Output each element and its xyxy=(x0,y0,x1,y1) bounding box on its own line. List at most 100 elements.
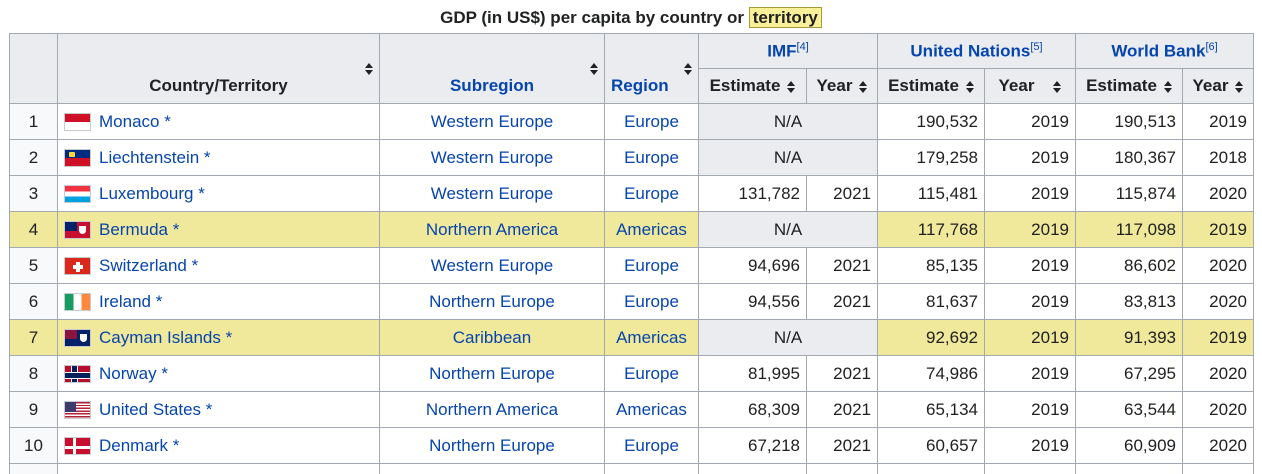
empty-cell xyxy=(605,464,699,474)
subregion-link[interactable]: Western Europe xyxy=(431,256,554,275)
wb-year-header[interactable]: Year xyxy=(1183,69,1254,104)
region-link[interactable]: Europe xyxy=(624,364,679,383)
wb-estimate-header[interactable]: Estimate xyxy=(1076,69,1183,104)
country-star-note[interactable]: * xyxy=(226,328,233,347)
wb-ref-link[interactable]: [6] xyxy=(1205,41,1217,53)
un-estimate-cell: 115,481 xyxy=(878,176,985,212)
rank-header xyxy=(10,34,58,104)
subregion-cell: Western Europe xyxy=(380,248,605,284)
country-star-note[interactable]: * xyxy=(173,220,180,239)
region-link[interactable]: Europe xyxy=(624,256,679,275)
subregion-link[interactable]: Western Europe xyxy=(431,184,554,203)
sort-updown-icon[interactable] xyxy=(683,63,692,75)
country-link[interactable]: Luxembourg xyxy=(99,184,194,203)
country-star-note[interactable]: * xyxy=(198,184,205,203)
un-estimate-header[interactable]: Estimate xyxy=(878,69,985,104)
imf-na-cell: N/A xyxy=(699,104,878,140)
wb-header-link[interactable]: World Bank xyxy=(1111,41,1205,60)
sort-updown-icon[interactable] xyxy=(1052,81,1061,93)
sort-updown-icon[interactable] xyxy=(786,81,795,93)
imf-year-header[interactable]: Year xyxy=(807,69,878,104)
subregion-header-link[interactable]: Subregion xyxy=(450,76,534,95)
imf-estimate-header[interactable]: Estimate xyxy=(699,69,807,104)
un-header-link[interactable]: United Nations xyxy=(910,41,1030,60)
imf-year-cell: 2021 xyxy=(807,248,878,284)
country-link[interactable]: United States xyxy=(99,400,201,419)
wb-year-cell: 2020 xyxy=(1183,428,1254,464)
region-link[interactable]: Europe xyxy=(624,112,679,131)
subregion-cell: Northern Europe xyxy=(380,356,605,392)
country-header[interactable]: Country/Territory xyxy=(58,34,380,104)
country-link[interactable]: Denmark xyxy=(99,436,168,455)
country-link[interactable]: Norway xyxy=(99,364,157,383)
subregion-cell: Northern Europe xyxy=(380,284,605,320)
un-header: United Nations[5] xyxy=(878,34,1076,69)
imf-na-cell: N/A xyxy=(699,140,878,176)
region-header[interactable]: Region xyxy=(605,34,699,104)
country-star-note[interactable]: * xyxy=(161,364,168,383)
region-link[interactable]: Americas xyxy=(616,220,687,239)
country-star-note[interactable]: * xyxy=(204,148,211,167)
sort-updown-icon[interactable] xyxy=(364,63,373,75)
flag-icon xyxy=(64,113,91,131)
region-link[interactable]: Europe xyxy=(624,292,679,311)
subregion-link[interactable]: Northern America xyxy=(426,220,558,239)
sort-updown-icon[interactable] xyxy=(965,81,974,93)
flag-icon xyxy=(64,149,91,167)
wb-estimate-cell: 115,874 xyxy=(1076,176,1183,212)
sort-updown-icon[interactable] xyxy=(1163,81,1172,93)
empty-cell xyxy=(1076,464,1183,474)
sort-updown-icon[interactable] xyxy=(858,81,867,93)
country-cell: Ireland * xyxy=(58,284,380,320)
caption-highlight: territory xyxy=(749,7,822,28)
country-star-note[interactable]: * xyxy=(173,436,180,455)
imf-na-cell: N/A xyxy=(699,212,878,248)
country-star-note[interactable]: * xyxy=(192,256,199,275)
un-ref-link[interactable]: [5] xyxy=(1030,41,1042,53)
subregion-link[interactable]: Northern Europe xyxy=(429,292,555,311)
un-year-cell: 2019 xyxy=(985,140,1076,176)
imf-header: IMF[4] xyxy=(699,34,878,69)
region-link[interactable]: Europe xyxy=(624,148,679,167)
subregion-link[interactable]: Northern Europe xyxy=(429,364,555,383)
subregion-link[interactable]: Northern America xyxy=(426,400,558,419)
empty-cell xyxy=(1183,464,1254,474)
un-year-header[interactable]: Year xyxy=(985,69,1076,104)
sort-updown-icon[interactable] xyxy=(589,63,598,75)
region-header-link[interactable]: Region xyxy=(611,76,669,95)
region-link[interactable]: Europe xyxy=(624,436,679,455)
subregion-link[interactable]: Northern Europe xyxy=(429,436,555,455)
subregion-link[interactable]: Western Europe xyxy=(431,112,554,131)
country-star-note[interactable]: * xyxy=(206,400,213,419)
country-link[interactable]: Cayman Islands xyxy=(99,328,221,347)
region-link[interactable]: Americas xyxy=(616,328,687,347)
un-estimate-cell: 85,135 xyxy=(878,248,985,284)
country-link[interactable]: Liechtenstein xyxy=(99,148,199,167)
un-year-cell: 2019 xyxy=(985,248,1076,284)
imf-header-link[interactable]: IMF xyxy=(767,41,796,60)
region-link[interactable]: Europe xyxy=(624,184,679,203)
region-link[interactable]: Americas xyxy=(616,400,687,419)
caption-text: GDP (in US$) per capita by country or xyxy=(440,8,744,27)
country-link[interactable]: Bermuda xyxy=(99,220,168,239)
sort-updown-icon[interactable] xyxy=(1234,81,1243,93)
un-estimate-cell: 190,532 xyxy=(878,104,985,140)
country-star-note[interactable]: * xyxy=(156,292,163,311)
subregion-link[interactable]: Western Europe xyxy=(431,148,554,167)
empty-cell xyxy=(380,464,605,474)
country-link[interactable]: Ireland xyxy=(99,292,151,311)
empty-cell xyxy=(699,464,807,474)
rank-cell xyxy=(10,464,58,474)
subregion-link[interactable]: Caribbean xyxy=(453,328,531,347)
wb-year-cell: 2020 xyxy=(1183,248,1254,284)
subregion-header[interactable]: Subregion xyxy=(380,34,605,104)
imf-year-cell: 2021 xyxy=(807,356,878,392)
country-link[interactable]: Switzerland xyxy=(99,256,187,275)
rank-cell: 4 xyxy=(10,212,58,248)
country-link[interactable]: Monaco xyxy=(99,112,159,131)
imf-ref-link[interactable]: [4] xyxy=(797,41,809,53)
country-star-note[interactable]: * xyxy=(164,112,171,131)
